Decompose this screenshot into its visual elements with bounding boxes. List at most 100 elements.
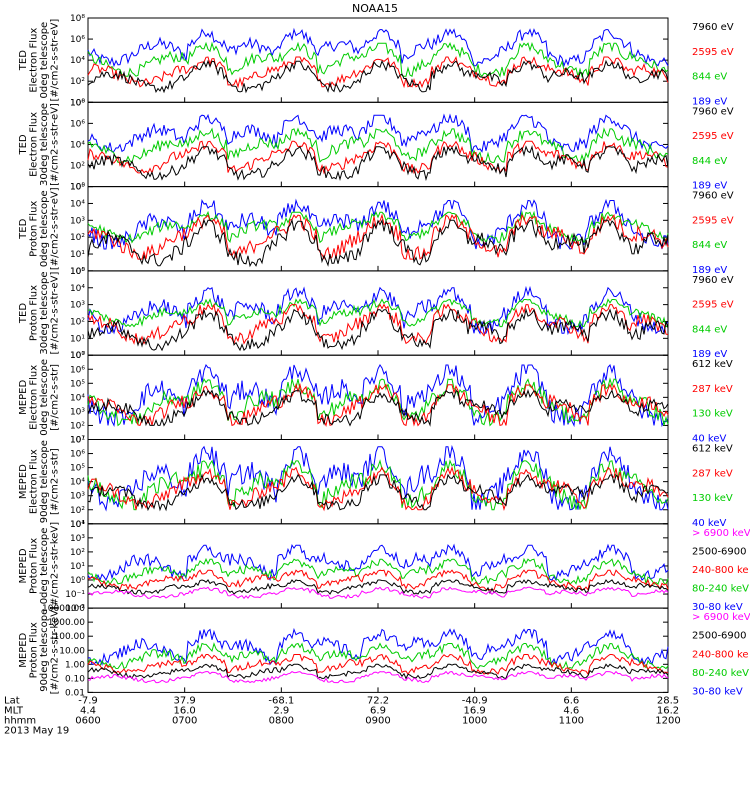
y-axis-label-line: [#/cm2-s-str-eV]: [50, 103, 61, 186]
x-tick-label: 6.6: [563, 695, 579, 706]
y-axis-label: MEPED Proton Flux 0deg telescope [#/cm2-s-s…: [18, 522, 61, 610]
series-line-287-kev: [87, 382, 669, 427]
y-tick-label: 10⁴: [70, 199, 85, 209]
y-axis-label-line: TED: [18, 303, 29, 324]
y-axis-label-line: 90deg telescope: [39, 440, 50, 523]
x-tick-label: 4.6: [563, 705, 579, 716]
y-axis-label-line: Proton Flux: [29, 538, 40, 594]
y-tick-label: 100.00: [54, 632, 86, 642]
series-line-130-kev: [87, 377, 669, 427]
legend-entry: 2595 eV: [692, 300, 734, 311]
x-tick-label: 16.9: [464, 705, 486, 716]
y-tick-label: 10⁸: [70, 98, 85, 108]
legend-entry: 7960 eV: [692, 275, 734, 286]
y-tick-label: 10⁶: [70, 119, 85, 129]
legend-entry: 844 eV: [692, 324, 727, 335]
series-line-130-kev: [87, 459, 669, 511]
date-label: 2013 May 19: [4, 725, 69, 736]
legend-entry: 7960 eV: [692, 191, 734, 202]
y-axis-label: TED Proton Flux 0deg telescope [#/cm2-s-str…: [18, 187, 61, 270]
series-line-612-kev: [87, 388, 669, 427]
x-tick-label: 2.9: [273, 705, 289, 716]
y-axis-label-line: 0deg telescope: [39, 190, 50, 267]
y-axis-label-line: Proton Flux: [29, 285, 40, 341]
series-line-7960-ev: [87, 145, 669, 182]
y-tick-label: 10⁶: [70, 365, 85, 375]
legend-entry: 2595 eV: [692, 47, 734, 58]
y-tick-label: 10⁴: [70, 478, 85, 488]
series-line-7960-ev: [87, 59, 669, 94]
y-tick-label: 10⁵: [70, 183, 85, 193]
y-tick-label: 10.00: [59, 646, 85, 656]
series-line-30-80-kev: [87, 543, 669, 582]
y-axis-label-line: MEPED: [18, 548, 29, 583]
y-tick-label: 10³: [70, 216, 85, 226]
series-line-80-240-kev: [87, 642, 669, 670]
y-axis-label-line: [#/cm2-s-str]: [50, 364, 61, 431]
y-tick-label: 10⁰: [70, 351, 85, 361]
legend-entry: 287 keV: [692, 384, 733, 395]
legend-entry: 130 keV: [692, 409, 733, 420]
y-axis-label: MEPED Proton Flux 90deg telescope [#/cm2-s-…: [18, 606, 61, 694]
y-axis-label-line: TED: [18, 218, 29, 239]
legend-entry: 844 eV: [692, 72, 727, 83]
y-tick-label: 10⁻¹: [65, 590, 85, 600]
panel-5: 10¹ 10² 10³ 10⁴ 10⁵ 10⁶ 10⁷ MEPED Electron Flux 0…: [18, 351, 733, 445]
y-tick-label: 0.10: [65, 674, 85, 684]
series-line-240-800-ke: [87, 653, 669, 676]
y-tick-label: 10⁰: [70, 183, 85, 193]
x-tick-label: 1100: [559, 715, 584, 726]
panel-frame: [87, 523, 669, 609]
y-axis-label-line: MEPED: [18, 380, 29, 415]
y-tick-label: 10⁻²: [65, 604, 85, 614]
panel-1: 10⁰ 10² 10⁴ 10⁶ 10⁸ TED Electron Flux 0deg tele…: [18, 14, 734, 108]
y-axis-label-line: [#/cm2-s-str-keV]: [50, 606, 61, 694]
legend-entry: 2595 eV: [692, 215, 734, 226]
panel-frame: [87, 186, 669, 272]
legend-entry: 7960 eV: [692, 106, 734, 117]
x-tick-label: 1000: [462, 715, 487, 726]
y-axis-label-line: [#/cm2-s-str-eV]: [50, 187, 61, 270]
y-axis-label-line: [#/cm2-s-str]: [50, 448, 61, 515]
legend-entry: 2500-6900: [692, 546, 747, 557]
x-tick-label: 0800: [269, 715, 294, 726]
x-tick-label: -7.9: [78, 695, 98, 706]
y-axis-label-line: 0deg telescope: [39, 528, 50, 605]
x-tick-label: 16.2: [657, 705, 679, 716]
x-row-label: MLT: [4, 705, 24, 716]
x-tick-label: -68.1: [268, 695, 294, 706]
series-line-287-kev: [87, 465, 669, 512]
series-line-2500-6900: [87, 579, 669, 595]
y-axis-label-line: 0deg telescope: [39, 22, 50, 99]
legend-entry: 240-800 ke: [692, 565, 749, 576]
y-axis-label: TED Proton Flux 30deg telescope [#/cm2-s-st…: [18, 272, 61, 355]
y-tick-label: 10⁶: [70, 35, 85, 45]
y-axis-label-line: 90deg telescope: [39, 609, 50, 692]
y-tick-label: 10⁵: [70, 464, 85, 474]
series-line--6900-kev: [87, 670, 669, 684]
y-tick-label: 10³: [70, 534, 85, 544]
y-tick-label: 1000.00: [48, 618, 85, 628]
y-tick-label: 10⁴: [70, 393, 85, 403]
series-line-844-ev: [87, 210, 669, 245]
y-tick-label: 10⁰: [70, 576, 85, 586]
y-axis-label: TED Electron Flux 30deg telescope [#/cm2-s-…: [18, 103, 61, 186]
y-axis-label-line: MEPED: [18, 632, 29, 667]
y-tick-label: 10²: [70, 506, 85, 516]
legend-entry: 844 eV: [692, 156, 727, 167]
y-tick-label: 10²: [70, 77, 85, 87]
y-axis-label: TED Electron Flux 0deg telescope [#/cm2-s-s…: [18, 19, 61, 102]
y-axis-label-line: Electron Flux: [29, 449, 40, 514]
y-tick-label: 10¹: [70, 250, 85, 260]
legend-entry: 189 eV: [692, 181, 727, 192]
series-line-612-kev: [87, 473, 669, 512]
x-tick-label: 1200: [655, 715, 680, 726]
y-axis-label-line: 30deg telescope: [39, 103, 50, 186]
y-tick-label: 10⁸: [70, 14, 85, 24]
x-tick-label: 6.9: [370, 705, 386, 716]
panel-4: 10⁰ 10¹ 10² 10³ 10⁴ 10⁵ TED Proton Flux 30deg te…: [18, 267, 734, 361]
legend-entry: 30-80 keV: [692, 602, 743, 613]
y-tick-label: 10⁵: [70, 379, 85, 389]
y-tick-label: 10²: [70, 548, 85, 558]
